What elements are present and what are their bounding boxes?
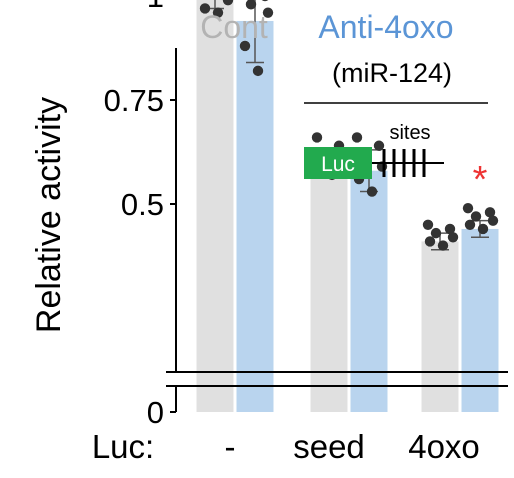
x-ticks-layer: - seed 4oxo bbox=[225, 428, 480, 465]
x-tick-label: - bbox=[225, 428, 236, 465]
data-point-cont-2-3 bbox=[447, 232, 459, 243]
data-point-anti-4oxo-0-4 bbox=[239, 40, 251, 52]
x-axis-prefix-label: Luc: bbox=[92, 428, 154, 465]
data-point-anti-4oxo-2-2 bbox=[470, 211, 482, 222]
data-point-anti-4oxo-2-1 bbox=[484, 207, 496, 218]
data-point-cont-2-4 bbox=[424, 236, 436, 247]
data-point-anti-4oxo-0-3 bbox=[262, 7, 274, 18]
data-point-cont-2-5 bbox=[437, 240, 449, 251]
legend-label-cont: Cont bbox=[200, 9, 268, 45]
y-tick-label: 0.75 bbox=[104, 83, 164, 118]
y-axis-label: Relative activity bbox=[30, 97, 68, 333]
bar-anti-4oxo-2 bbox=[461, 228, 499, 412]
luc-box-label: Luc bbox=[321, 153, 355, 176]
target-sites bbox=[382, 149, 426, 177]
data-point-anti-4oxo-0-2 bbox=[245, 0, 257, 10]
x-tick-label: seed bbox=[293, 428, 365, 465]
data-point-anti-4oxo-1-0 bbox=[351, 132, 363, 143]
legend-label-anti-4oxo: Anti-4oxo bbox=[318, 9, 453, 45]
x-tick-label: 4oxo bbox=[408, 428, 480, 465]
significance-star: * bbox=[473, 159, 488, 201]
annotations-layer: * bbox=[473, 159, 488, 201]
bar-anti-4oxo-0 bbox=[236, 20, 274, 413]
y-ticks-layer: 1 0.75 0.5 0 bbox=[104, 0, 176, 430]
data-point-cont-1-0 bbox=[311, 132, 323, 143]
bar-cont-1 bbox=[310, 162, 348, 412]
data-point-anti-4oxo-2-3 bbox=[487, 215, 499, 226]
data-point-anti-4oxo-0-5 bbox=[252, 65, 264, 77]
reporter-schematic: Luc sites bbox=[304, 122, 444, 179]
bar-anti-4oxo-1 bbox=[350, 170, 388, 412]
data-point-cont-2-1 bbox=[444, 223, 456, 235]
bar-cont-2 bbox=[421, 241, 459, 412]
legend-group-note: (miR-124) bbox=[332, 58, 452, 88]
data-point-cont-0-4 bbox=[199, 3, 211, 14]
data-point-anti-4oxo-0-1 bbox=[261, 0, 269, 2]
sites-label: sites bbox=[389, 122, 430, 144]
data-point-anti-4oxo-1-1 bbox=[373, 140, 385, 151]
y-tick-label: 1 bbox=[147, 0, 164, 14]
data-point-cont-2-2 bbox=[430, 227, 442, 239]
data-point-cont-0-5 bbox=[212, 7, 224, 18]
data-point-anti-4oxo-2-4 bbox=[464, 219, 476, 230]
data-point-anti-4oxo-2-0 bbox=[462, 202, 474, 214]
errorbar-anti-4oxo-0 bbox=[246, 0, 264, 64]
y-tick-label: 0.5 bbox=[121, 187, 164, 222]
data-point-anti-4oxo-2-5 bbox=[477, 223, 489, 235]
data-point-cont-2-0 bbox=[422, 219, 434, 230]
data-point-anti-4oxo-1-5 bbox=[366, 186, 378, 197]
luc-box bbox=[304, 147, 372, 179]
data-point-cont-0-3 bbox=[222, 0, 234, 6]
y-tick-label: 0 bbox=[147, 395, 164, 430]
bar-cont-0 bbox=[196, 0, 234, 412]
